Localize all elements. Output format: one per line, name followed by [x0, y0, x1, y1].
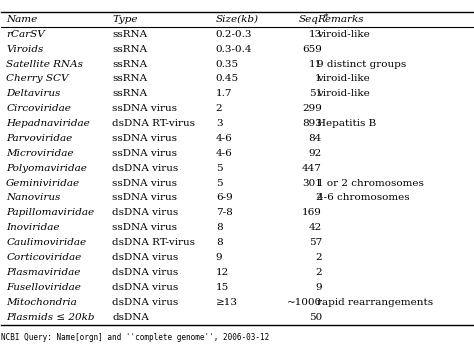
- Text: 50: 50: [309, 313, 322, 321]
- Text: 2: 2: [315, 268, 322, 277]
- Text: 11: 11: [309, 59, 322, 69]
- Text: 659: 659: [302, 45, 322, 54]
- Text: Cherry SCV: Cherry SCV: [6, 74, 69, 84]
- Text: ssDNA virus: ssDNA virus: [112, 149, 177, 158]
- Text: Remarks: Remarks: [317, 15, 364, 24]
- Text: 92: 92: [309, 149, 322, 158]
- Text: rapid rearrangements: rapid rearrangements: [317, 298, 433, 307]
- Text: 4-6: 4-6: [216, 149, 233, 158]
- Text: dsDNA: dsDNA: [112, 313, 149, 321]
- Text: viroid-like: viroid-like: [317, 74, 370, 84]
- Text: 9 distinct groups: 9 distinct groups: [317, 59, 406, 69]
- Text: ssRNA: ssRNA: [112, 30, 147, 39]
- Text: 893: 893: [302, 119, 322, 128]
- Text: 7-8: 7-8: [216, 209, 233, 217]
- Text: 0.45: 0.45: [216, 74, 239, 84]
- Text: NCBI Query: Name[orgn] and ''complete genome'', 2006-03-12: NCBI Query: Name[orgn] and ''complete ge…: [1, 333, 270, 342]
- Text: Corticoviridae: Corticoviridae: [6, 253, 82, 262]
- Text: 2: 2: [315, 194, 322, 202]
- Text: Nanovirus: Nanovirus: [6, 194, 61, 202]
- Text: Fuselloviridae: Fuselloviridae: [6, 283, 81, 292]
- Text: ~1000: ~1000: [287, 298, 322, 307]
- Text: 6-9: 6-9: [216, 194, 233, 202]
- Text: Parvoviridae: Parvoviridae: [6, 134, 73, 143]
- Text: 8: 8: [216, 223, 222, 232]
- Text: 57: 57: [309, 238, 322, 247]
- Text: 5: 5: [216, 164, 222, 173]
- Text: 5: 5: [216, 179, 222, 188]
- Text: 1 or 2 chromosomes: 1 or 2 chromosomes: [317, 179, 424, 188]
- Text: dsDNA RT-virus: dsDNA RT-virus: [112, 238, 195, 247]
- Text: dsDNA virus: dsDNA virus: [112, 298, 178, 307]
- Text: viroid-like: viroid-like: [317, 30, 370, 39]
- Text: 42: 42: [309, 223, 322, 232]
- Text: 9: 9: [315, 283, 322, 292]
- Text: 9: 9: [216, 253, 222, 262]
- Text: Circoviridae: Circoviridae: [6, 104, 71, 113]
- Text: dsDNA virus: dsDNA virus: [112, 209, 178, 217]
- Text: 169: 169: [302, 209, 322, 217]
- Text: 15: 15: [216, 283, 229, 292]
- Text: 0.3-0.4: 0.3-0.4: [216, 45, 252, 54]
- Text: rCarSV: rCarSV: [6, 30, 45, 39]
- Text: 12: 12: [216, 268, 229, 277]
- Text: Deltavirus: Deltavirus: [6, 89, 61, 98]
- Text: Polyomaviridae: Polyomaviridae: [6, 164, 87, 173]
- Text: 4-6: 4-6: [216, 134, 233, 143]
- Text: 301: 301: [302, 179, 322, 188]
- Text: ≥13: ≥13: [216, 298, 238, 307]
- Text: Plasmaviridae: Plasmaviridae: [6, 268, 81, 277]
- Text: 8: 8: [216, 238, 222, 247]
- Text: 447: 447: [302, 164, 322, 173]
- Text: ssRNA: ssRNA: [112, 74, 147, 84]
- Text: ssDNA virus: ssDNA virus: [112, 179, 177, 188]
- Text: dsDNA virus: dsDNA virus: [112, 268, 178, 277]
- Text: ssDNA virus: ssDNA virus: [112, 223, 177, 232]
- Text: ssDNA virus: ssDNA virus: [112, 104, 177, 113]
- Text: Microviridae: Microviridae: [6, 149, 73, 158]
- Text: Type: Type: [112, 15, 137, 24]
- Text: 3: 3: [216, 119, 222, 128]
- Text: 0.35: 0.35: [216, 59, 239, 69]
- Text: 2: 2: [216, 104, 222, 113]
- Text: 1: 1: [315, 74, 322, 84]
- Text: Size(kb): Size(kb): [216, 15, 259, 24]
- Text: ssDNA virus: ssDNA virus: [112, 194, 177, 202]
- Text: 2: 2: [315, 253, 322, 262]
- Text: dsDNA RT-virus: dsDNA RT-virus: [112, 119, 195, 128]
- Text: Papillomaviridae: Papillomaviridae: [6, 209, 94, 217]
- Text: Viroids: Viroids: [6, 45, 44, 54]
- Text: Name: Name: [6, 15, 37, 24]
- Text: Plasmids ≤ 20kb: Plasmids ≤ 20kb: [6, 313, 95, 321]
- Text: *: *: [324, 13, 328, 22]
- Text: dsDNA virus: dsDNA virus: [112, 253, 178, 262]
- Text: ssRNA: ssRNA: [112, 59, 147, 69]
- Text: ssRNA: ssRNA: [112, 45, 147, 54]
- Text: 13: 13: [309, 30, 322, 39]
- Text: Satellite RNAs: Satellite RNAs: [6, 59, 83, 69]
- Text: 299: 299: [302, 104, 322, 113]
- Text: Caulimoviridae: Caulimoviridae: [6, 238, 86, 247]
- Text: 84: 84: [309, 134, 322, 143]
- Text: Seq.: Seq.: [299, 15, 322, 24]
- Text: 0.2-0.3: 0.2-0.3: [216, 30, 252, 39]
- Text: ssDNA virus: ssDNA virus: [112, 134, 177, 143]
- Text: Hepatitis B: Hepatitis B: [317, 119, 376, 128]
- Text: ssRNA: ssRNA: [112, 89, 147, 98]
- Text: dsDNA virus: dsDNA virus: [112, 283, 178, 292]
- Text: Mitochondria: Mitochondria: [6, 298, 77, 307]
- Text: viroid-like: viroid-like: [317, 89, 370, 98]
- Text: Inoviridae: Inoviridae: [6, 223, 60, 232]
- Text: 1.7: 1.7: [216, 89, 232, 98]
- Text: Hepadnaviridae: Hepadnaviridae: [6, 119, 90, 128]
- Text: 4-6 chromosomes: 4-6 chromosomes: [317, 194, 410, 202]
- Text: 51: 51: [309, 89, 322, 98]
- Text: Geminiviridae: Geminiviridae: [6, 179, 80, 188]
- Text: dsDNA virus: dsDNA virus: [112, 164, 178, 173]
